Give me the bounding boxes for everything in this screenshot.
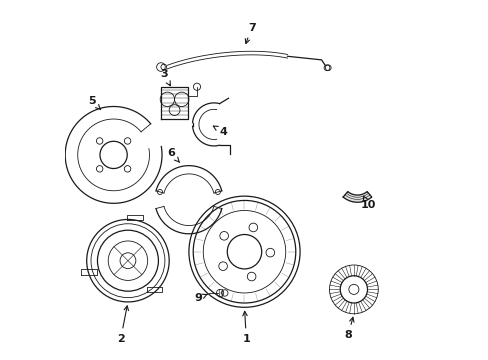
Text: 6: 6 [167, 148, 179, 162]
Text: 4: 4 [213, 126, 226, 136]
Text: 1: 1 [242, 311, 250, 343]
Text: 10: 10 [360, 196, 375, 210]
Circle shape [157, 189, 162, 194]
Text: 8: 8 [344, 317, 353, 340]
Text: 7: 7 [245, 23, 255, 44]
Text: 3: 3 [160, 69, 170, 86]
Text: 9: 9 [194, 293, 207, 303]
Text: 5: 5 [88, 96, 101, 110]
Text: 2: 2 [117, 306, 128, 343]
Circle shape [215, 189, 220, 194]
Polygon shape [343, 192, 371, 202]
